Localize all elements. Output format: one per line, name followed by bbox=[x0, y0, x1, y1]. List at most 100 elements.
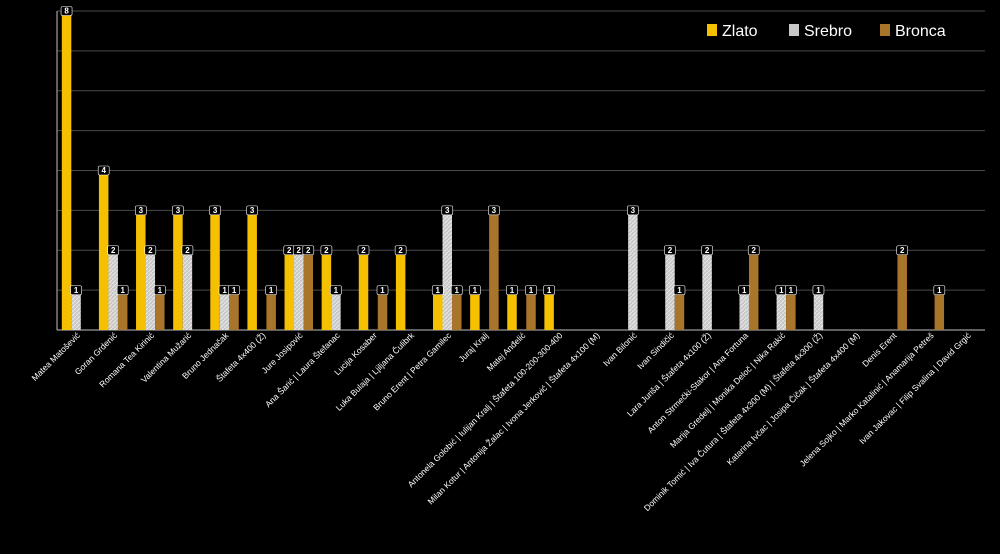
value-label: 2 bbox=[668, 246, 673, 255]
value-label: 2 bbox=[111, 246, 116, 255]
value-label: 1 bbox=[158, 286, 163, 295]
bar-zlato bbox=[507, 290, 517, 330]
category-label: Katarina Ivčac | Josipa Čičak | Štafeta … bbox=[725, 330, 862, 467]
value-label: 1 bbox=[529, 286, 534, 295]
value-label: 2 bbox=[705, 246, 710, 255]
value-label-box bbox=[785, 285, 797, 295]
value-label: 1 bbox=[789, 286, 794, 295]
value-label-box bbox=[172, 205, 184, 216]
value-label-box bbox=[469, 285, 481, 295]
bar-bronca bbox=[117, 290, 128, 330]
value-label: 1 bbox=[473, 286, 478, 295]
value-label: 2 bbox=[900, 246, 905, 255]
value-label-box bbox=[525, 285, 537, 295]
bar-srebro bbox=[442, 210, 453, 330]
bar-zlato bbox=[544, 290, 554, 330]
bar-zlato bbox=[395, 250, 406, 330]
value-label: 1 bbox=[742, 286, 747, 295]
value-label: 2 bbox=[361, 246, 366, 255]
value-label: 1 bbox=[937, 286, 942, 295]
bar-srebro bbox=[219, 290, 230, 330]
value-label: 1 bbox=[269, 286, 274, 295]
bar-zlato bbox=[136, 210, 146, 330]
value-label: 1 bbox=[232, 286, 237, 295]
legend-swatch-zlato bbox=[707, 24, 717, 36]
value-label: 1 bbox=[779, 286, 784, 295]
value-label-box bbox=[738, 285, 751, 295]
value-label-box bbox=[116, 285, 129, 295]
bar-zlato bbox=[433, 290, 443, 330]
value-label-box bbox=[896, 245, 909, 256]
value-label-box bbox=[431, 285, 444, 295]
bar-zlato bbox=[98, 170, 109, 330]
value-label: 1 bbox=[222, 286, 227, 295]
legend-label-srebro: Srebro bbox=[804, 23, 852, 40]
bar-bronca bbox=[897, 250, 907, 330]
bar-zlato bbox=[61, 11, 72, 330]
value-label-box bbox=[60, 6, 73, 16]
value-label: 3 bbox=[213, 206, 218, 215]
value-label-box bbox=[506, 285, 518, 295]
gridlines bbox=[56, 10, 985, 331]
value-label-box bbox=[144, 245, 157, 256]
bar-zlato bbox=[173, 210, 183, 330]
bar-srebro bbox=[294, 250, 304, 330]
bar-bronca bbox=[748, 250, 759, 330]
category-label: Juraj Kralj bbox=[456, 330, 490, 364]
value-label: 1 bbox=[510, 286, 515, 295]
value-label-box bbox=[488, 205, 500, 216]
category-label: Ivan Bilonić bbox=[601, 330, 639, 368]
value-label-box bbox=[627, 205, 639, 216]
value-label: 2 bbox=[324, 246, 329, 255]
value-label: 3 bbox=[176, 206, 181, 215]
value-label: 1 bbox=[74, 286, 79, 295]
value-label-box bbox=[181, 245, 194, 256]
value-label: 3 bbox=[445, 206, 450, 215]
bars bbox=[61, 11, 945, 330]
bar-zlato bbox=[210, 210, 220, 330]
value-label: 1 bbox=[436, 286, 441, 295]
bar-srebro bbox=[182, 250, 193, 330]
bar-srebro bbox=[145, 250, 156, 330]
value-label-box bbox=[376, 285, 389, 295]
value-label: 2 bbox=[185, 246, 190, 255]
bar-srebro bbox=[71, 290, 81, 330]
value-label: 1 bbox=[334, 286, 339, 295]
bar-bronca bbox=[526, 290, 536, 330]
bar-zlato bbox=[284, 250, 295, 330]
value-label-box bbox=[394, 245, 407, 256]
value-label-box bbox=[673, 285, 686, 295]
value-label-box bbox=[70, 285, 82, 295]
bar-bronca bbox=[155, 290, 165, 330]
value-label: 2 bbox=[287, 246, 292, 255]
category-label: Milan Kotur | Antonija Žalac | Ivona Jer… bbox=[426, 330, 602, 506]
category-label: Ana Šarić | Laura Štefanac bbox=[263, 330, 342, 409]
legend-swatch-srebro bbox=[789, 24, 799, 36]
bar-bronca bbox=[377, 290, 388, 330]
value-label-box bbox=[246, 205, 258, 216]
category-label: Dominik Tomić | Iva Čutura | Štafeta 4x3… bbox=[642, 330, 825, 513]
value-label-box bbox=[154, 285, 166, 295]
value-label: 1 bbox=[380, 286, 385, 295]
bar-bronca bbox=[934, 290, 945, 330]
value-label: 3 bbox=[139, 206, 144, 215]
value-label: 4 bbox=[101, 166, 106, 175]
value-label: 1 bbox=[120, 286, 125, 295]
value-label-box bbox=[209, 205, 221, 216]
bar-bronca bbox=[452, 290, 462, 330]
category-label: Matea Matošević bbox=[29, 330, 82, 383]
value-label: 1 bbox=[816, 286, 821, 295]
value-label: 2 bbox=[297, 246, 302, 255]
value-label-box bbox=[933, 285, 946, 295]
bar-srebro bbox=[665, 250, 675, 330]
category-label: Denis Erent bbox=[860, 330, 899, 369]
bar-srebro bbox=[813, 290, 824, 330]
value-label-box bbox=[664, 245, 676, 256]
value-label-box bbox=[302, 245, 315, 256]
bar-bronca bbox=[786, 290, 796, 330]
value-label: 2 bbox=[306, 246, 311, 255]
bar-srebro bbox=[628, 210, 638, 330]
bar-srebro bbox=[776, 290, 787, 330]
